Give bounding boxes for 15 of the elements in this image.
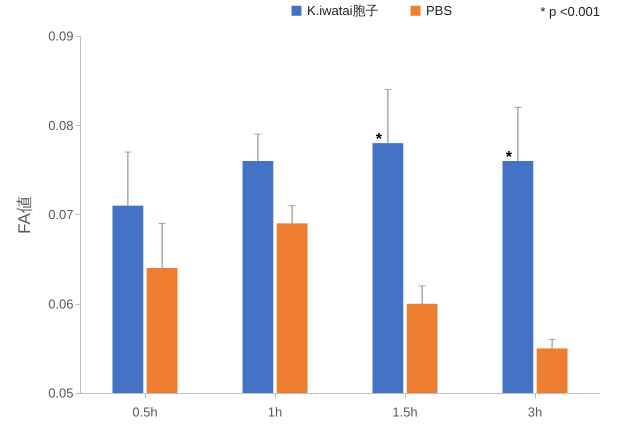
x-tick-label: 3h xyxy=(528,404,542,420)
legend-label: K.iwatai胞子 xyxy=(307,2,379,18)
y-tick-label: 0.05 xyxy=(48,386,74,400)
annotation: * xyxy=(376,131,383,148)
text: * p <0.001 xyxy=(540,4,600,19)
x-tick-label: 1.5h xyxy=(392,404,418,420)
y-tick-label: 0.08 xyxy=(48,118,74,133)
y-tick-label: 0.09 xyxy=(48,28,74,44)
y-axis-title: FA値 xyxy=(15,196,34,234)
annotation: * xyxy=(506,148,513,166)
legend-label: PBS xyxy=(426,2,452,18)
y-tick-label: 0.06 xyxy=(48,296,74,312)
y-tick-label: 0.07 xyxy=(48,207,74,222)
x-tick-label: 1h xyxy=(268,404,282,420)
x-tick-label: 0.5h xyxy=(132,404,158,420)
